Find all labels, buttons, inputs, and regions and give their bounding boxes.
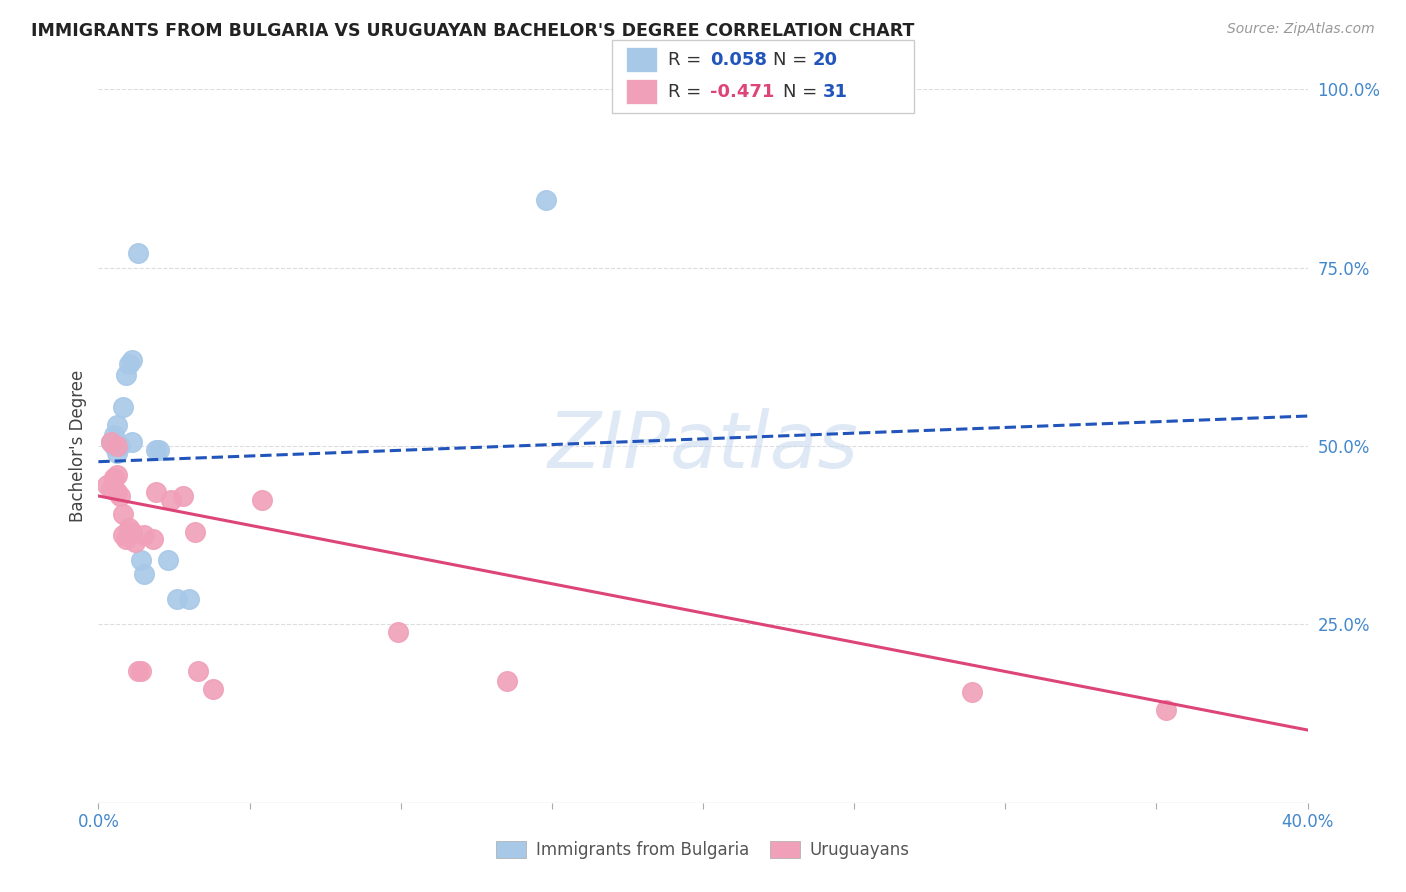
Text: -0.471: -0.471 bbox=[710, 83, 775, 101]
Point bbox=[103, 471, 125, 485]
Point bbox=[103, 471, 125, 485]
Text: Source: ZipAtlas.com: Source: ZipAtlas.com bbox=[1227, 22, 1375, 37]
Text: N =: N = bbox=[773, 51, 813, 69]
Point bbox=[132, 528, 155, 542]
Text: 31: 31 bbox=[823, 83, 848, 101]
Point bbox=[111, 400, 134, 414]
Text: IMMIGRANTS FROM BULGARIA VS URUGUAYAN BACHELOR'S DEGREE CORRELATION CHART: IMMIGRANTS FROM BULGARIA VS URUGUAYAN BA… bbox=[31, 22, 914, 40]
Point bbox=[156, 553, 179, 567]
Point bbox=[1154, 703, 1177, 717]
Point bbox=[108, 489, 131, 503]
Point bbox=[129, 664, 152, 678]
Point bbox=[118, 357, 141, 371]
Point bbox=[121, 524, 143, 539]
Point bbox=[534, 193, 557, 207]
Text: ZIPatlas: ZIPatlas bbox=[547, 408, 859, 484]
Point bbox=[103, 428, 125, 442]
Point bbox=[105, 439, 128, 453]
Point bbox=[118, 521, 141, 535]
Point bbox=[160, 492, 183, 507]
Point bbox=[142, 532, 165, 546]
Text: 0.058: 0.058 bbox=[710, 51, 768, 69]
Text: N =: N = bbox=[783, 83, 823, 101]
Point bbox=[148, 442, 170, 457]
Point bbox=[96, 478, 118, 492]
Point bbox=[121, 353, 143, 368]
Point bbox=[108, 439, 131, 453]
Point bbox=[100, 435, 122, 450]
Point bbox=[129, 553, 152, 567]
Point bbox=[114, 368, 136, 382]
Point bbox=[105, 417, 128, 432]
Point bbox=[103, 482, 125, 496]
Legend: Immigrants from Bulgaria, Uruguayans: Immigrants from Bulgaria, Uruguayans bbox=[489, 834, 917, 866]
Point bbox=[121, 435, 143, 450]
Y-axis label: Bachelor's Degree: Bachelor's Degree bbox=[69, 370, 87, 522]
Point bbox=[103, 439, 125, 453]
Point bbox=[105, 467, 128, 482]
Text: 20: 20 bbox=[813, 51, 838, 69]
Point bbox=[100, 435, 122, 450]
Point bbox=[132, 567, 155, 582]
Point bbox=[387, 624, 409, 639]
Point bbox=[179, 592, 201, 607]
Point bbox=[187, 664, 209, 678]
Point bbox=[105, 446, 128, 460]
Point bbox=[145, 442, 167, 457]
Point bbox=[250, 492, 273, 507]
Point bbox=[166, 592, 188, 607]
Point bbox=[105, 485, 128, 500]
Point bbox=[172, 489, 194, 503]
Point bbox=[127, 246, 149, 260]
Point bbox=[111, 507, 134, 521]
Point bbox=[495, 674, 517, 689]
Point bbox=[184, 524, 207, 539]
Text: R =: R = bbox=[668, 83, 707, 101]
Point bbox=[202, 681, 225, 696]
Point bbox=[100, 482, 122, 496]
Point bbox=[111, 528, 134, 542]
Point bbox=[124, 535, 146, 549]
Point bbox=[127, 664, 149, 678]
Point bbox=[114, 532, 136, 546]
Point bbox=[145, 485, 167, 500]
Text: R =: R = bbox=[668, 51, 707, 69]
Point bbox=[960, 685, 983, 699]
